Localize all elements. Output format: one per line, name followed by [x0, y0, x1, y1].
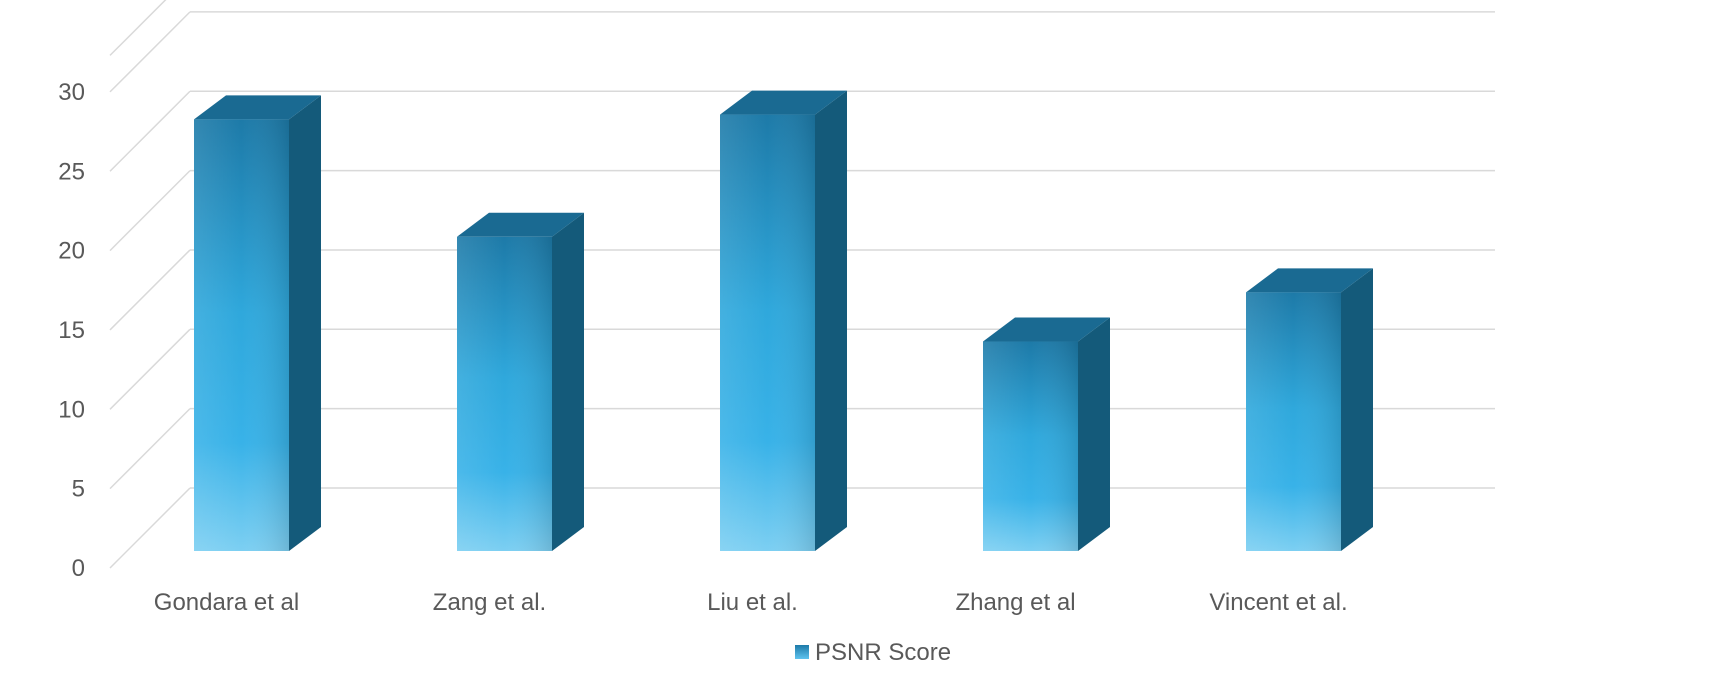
- bar-top: [194, 95, 321, 120]
- bar-side: [1078, 317, 1110, 551]
- bars: [194, 90, 1373, 552]
- gridline-depth: [109, 328, 191, 410]
- bar-shade: [457, 236, 552, 552]
- y-tick-label: 5: [72, 476, 85, 503]
- bar-shade: [1246, 292, 1341, 551]
- bar: [720, 90, 847, 551]
- x-category-label: Vincent et al.: [1209, 589, 1347, 616]
- bar-shade: [720, 114, 815, 551]
- y-tick-label: 15: [58, 317, 85, 344]
- bar-side: [815, 90, 847, 551]
- y-tick-label: 10: [58, 396, 85, 423]
- x-axis: Gondara et al Zang et al. Liu et al. Zhang …: [154, 589, 1348, 616]
- bar: [457, 212, 584, 552]
- bar-side: [1341, 268, 1373, 551]
- bar-side: [289, 95, 321, 551]
- x-category-label: Zang et al.: [433, 589, 546, 616]
- bar-side: [552, 212, 584, 552]
- x-category-label: Gondara et al: [154, 589, 299, 616]
- bar-top: [720, 90, 847, 115]
- bar-shade: [194, 119, 289, 551]
- gridline-depth: [109, 249, 191, 331]
- bar: [1246, 268, 1373, 551]
- y-tick-label: 25: [58, 158, 85, 185]
- bar: [194, 95, 321, 551]
- gridline-depth: [109, 0, 167, 56]
- y-tick-label: 30: [58, 79, 85, 106]
- legend-label-psnr-score: PSNR Score: [815, 639, 951, 666]
- y-axis: 0 5 10 15 20 25 30: [58, 79, 85, 582]
- y-tick-label: 0: [72, 555, 85, 582]
- legend: PSNR Score: [795, 639, 951, 666]
- gridline-depth: [109, 408, 191, 490]
- gridline-depth: [109, 487, 191, 569]
- bar-top: [983, 317, 1110, 342]
- x-category-label: Liu et al.: [707, 589, 798, 616]
- x-category-label: Zhang et al: [955, 589, 1075, 616]
- gridline-depth: [109, 90, 191, 172]
- legend-swatch: [795, 645, 809, 659]
- bar: [983, 317, 1110, 551]
- bar-top: [1246, 268, 1373, 293]
- bar-top: [457, 212, 584, 237]
- bar-shade: [983, 341, 1078, 551]
- y-tick-label: 20: [58, 238, 85, 265]
- gridline-depth: [109, 170, 191, 252]
- gridline-depth: [109, 11, 191, 93]
